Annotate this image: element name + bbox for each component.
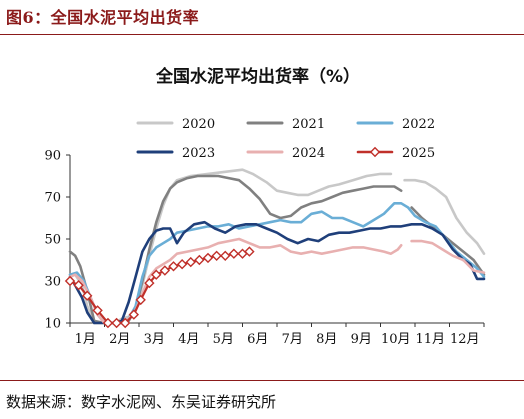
chart-svg: 全国水泥平均出货率（%） 2020 2021 2022 2023 2024 2025 10… [44, 66, 486, 347]
chart-title: 全国水泥平均出货率（%） [155, 66, 360, 87]
series-2023 [68, 220, 486, 325]
series-line [68, 220, 486, 325]
series-point [194, 254, 205, 266]
chart-legend: 2020 2021 2022 2023 2024 2025 [136, 117, 435, 161]
figure-header: 图6：全国水泥平均出货率 [0, 0, 524, 35]
x-tick-label: 9月 [351, 332, 372, 347]
chart-series [64, 168, 486, 329]
series-point [135, 294, 146, 306]
x-tick-label: 10月 [381, 332, 411, 347]
legend-marker [369, 146, 381, 158]
series-2021 [68, 174, 486, 325]
series-point [111, 317, 122, 329]
series-line [68, 174, 403, 325]
series-point [202, 252, 214, 264]
x-tick-label: 11月 [415, 332, 445, 347]
chart-area: 全国水泥平均出货率（%） 2020 2021 2022 2023 2024 2025 10… [0, 35, 524, 380]
series-point [185, 256, 196, 268]
series-point [92, 305, 103, 316]
series-point [120, 317, 131, 329]
x-tick-label: 7月 [282, 332, 303, 347]
x-tick-label: 4月 [178, 332, 199, 347]
series-point [82, 290, 93, 301]
legend-label: 2025 [402, 146, 435, 161]
legend-item: 2023 [136, 146, 215, 161]
series-line [410, 239, 486, 274]
series-point [220, 250, 231, 261]
series-point [211, 250, 222, 261]
series-line [403, 178, 486, 255]
legend-item: 2025 [356, 146, 435, 161]
x-tick-label: 3月 [144, 332, 165, 347]
series-line [68, 202, 486, 325]
legend-item: 2022 [356, 117, 435, 132]
legend-label: 2023 [182, 146, 215, 161]
series-point [244, 246, 255, 257]
series-point [168, 261, 179, 272]
series-point [102, 317, 114, 329]
series-point [228, 248, 240, 259]
legend-label: 2020 [182, 117, 215, 132]
x-tick-label: 6月 [247, 332, 268, 347]
legend-label: 2024 [292, 146, 325, 161]
y-tick-label: 90 [44, 149, 61, 164]
x-tick-label: 12月 [450, 332, 480, 347]
chart-axes: 10 30 50 70 90 1月 2月 3月 4月 5月 6月 7月 8月 9月 10月 11月 12月 [44, 149, 485, 347]
series-2022 [68, 202, 486, 325]
y-tick-label: 30 [44, 275, 61, 290]
figure-footer: 数据来源：数字水泥网、东吴证券研究所 [0, 380, 524, 419]
x-tick-label: 8月 [316, 332, 337, 347]
series-point [151, 269, 162, 280]
series-point [144, 277, 155, 289]
figure-title: 图6：全国水泥平均出货率 [6, 8, 200, 27]
series-point [128, 309, 140, 320]
legend-item: 2020 [136, 117, 215, 132]
series-point [73, 280, 84, 291]
y-tick-label: 70 [44, 191, 61, 206]
series-point [159, 265, 171, 276]
legend-label: 2022 [402, 117, 435, 132]
x-tick-label: 1月 [75, 332, 96, 347]
series-point [64, 275, 76, 287]
legend-label: 2021 [292, 117, 325, 132]
y-tick-label: 10 [44, 317, 61, 332]
x-tick-label: 2月 [109, 332, 130, 347]
figure-source: 数据来源：数字水泥网、东吴证券研究所 [6, 393, 277, 411]
x-tick-label: 5月 [213, 332, 234, 347]
legend-item: 2021 [246, 117, 325, 132]
y-tick-label: 50 [44, 233, 61, 248]
series-2025 [64, 246, 255, 329]
series-point [176, 259, 188, 270]
legend-item: 2024 [246, 146, 325, 161]
